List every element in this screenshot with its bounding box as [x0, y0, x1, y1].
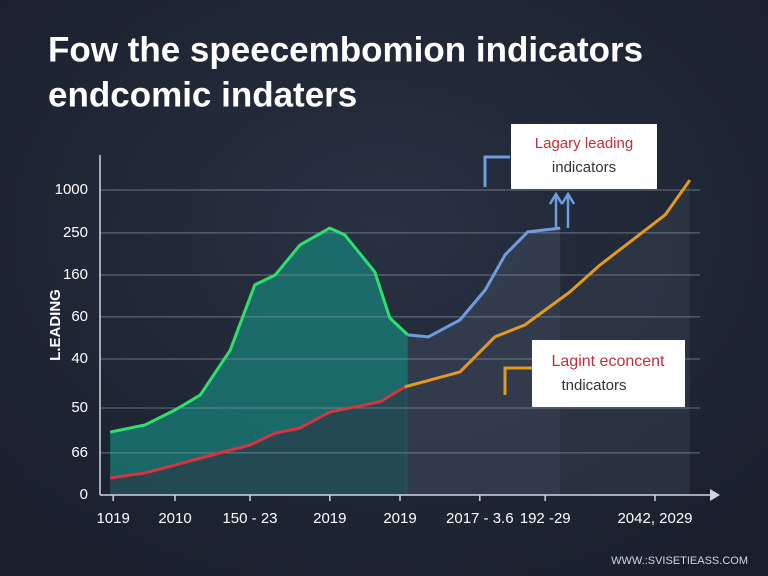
annotation-text: tndicators — [561, 377, 626, 394]
x-tick-label: 192 -29 — [520, 510, 571, 527]
x-tick-label: 2019 — [383, 510, 416, 527]
y-axis-label: L.EADING — [47, 289, 64, 361]
line — [404, 179, 692, 389]
plot: 0 66 50 40 60 160 250 1000 1019 2010 150 - 23 2019 2… — [55, 155, 720, 527]
area — [404, 180, 690, 495]
annotation-box — [511, 124, 657, 189]
x-tick-label: 2042, 2029 — [617, 510, 692, 527]
y-tick-label: 0 — [80, 486, 88, 503]
annotation-title: Lagint econcent — [552, 353, 666, 370]
annotation-text: indicators — [552, 159, 616, 176]
arrow — [548, 191, 576, 228]
y-tick-label: 66 — [71, 444, 88, 461]
line — [407, 226, 561, 339]
annotation-lagging: Lagint econcent tndicators — [503, 340, 685, 407]
annotation-title: Lagary leading — [535, 135, 633, 152]
x-tick-label: 150 - 23 — [222, 510, 277, 527]
annotation-box — [532, 340, 685, 407]
annotation-leading: Lagary leading indicators — [483, 124, 657, 228]
y-tick-label: 1000 — [55, 181, 88, 198]
y-tick-label: 250 — [63, 224, 88, 241]
line — [109, 226, 409, 434]
area — [110, 386, 405, 495]
connector — [483, 155, 510, 187]
y-tick-label: 160 — [63, 266, 88, 283]
line — [109, 385, 406, 480]
watermark: WWW.:SVISETIEASS.COM — [611, 555, 748, 567]
x-tick-label: 1019 — [97, 510, 130, 527]
x-axis-arrow — [710, 489, 720, 501]
chart-title: Fow the speecembomion indicators — [48, 30, 643, 69]
y-tick-label: 60 — [71, 308, 88, 325]
chart-title: endcomic indaters — [48, 75, 357, 114]
x-tick-label: 2017 - 3.6 — [446, 510, 514, 527]
y-tick-label: 40 — [71, 350, 88, 367]
y-tick-label: 50 — [71, 399, 88, 416]
x-tick-label: 2010 — [158, 510, 191, 527]
x-tick-label: 2019 — [313, 510, 346, 527]
connector — [503, 366, 532, 395]
